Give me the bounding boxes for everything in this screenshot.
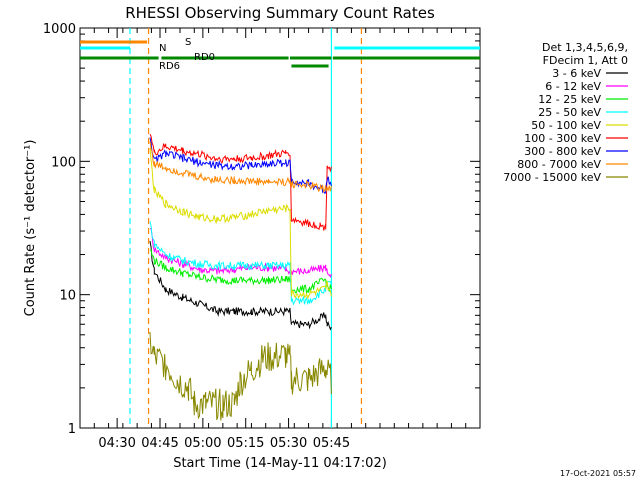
plot-frame	[79, 27, 481, 429]
legend-entry-label: 6 - 12 keV	[545, 80, 601, 93]
series-line	[149, 141, 332, 193]
x-axis-label: Start Time (14-May-11 04:17:02)	[173, 456, 387, 471]
x-tick-label: 04:30	[98, 436, 135, 451]
x-tick-label: 05:00	[184, 436, 221, 451]
legend-header-line-1: Det 1,3,4,5,6,9,	[542, 41, 628, 54]
legend-header-line-2: FDecim 1, Att 0	[543, 54, 628, 67]
flag-label: RD6	[159, 61, 180, 72]
x-tick-label: 04:45	[141, 436, 178, 451]
legend-entry-label: 25 - 50 keV	[538, 106, 601, 119]
legend-entry-label: 50 - 100 keV	[531, 119, 601, 132]
plot-area: 1 10 100 1000 04:30 04:45 05:00 05:15 05:30 05:45…	[43, 22, 481, 451]
y-tick-label: 100	[51, 155, 76, 170]
legend-entry-label: 12 - 25 keV	[538, 93, 601, 106]
series-line	[149, 221, 332, 306]
series-line	[149, 240, 332, 331]
y-tick-label: 10	[59, 289, 76, 304]
series-line	[149, 249, 332, 295]
footer-date: 17-Oct-2021 05:57	[560, 469, 636, 478]
series-line	[149, 137, 332, 194]
series-line	[149, 228, 332, 278]
legend-entry-label: 300 - 800 keV	[524, 145, 601, 158]
series-line	[149, 148, 332, 300]
series-line	[149, 133, 332, 231]
flag-label: N	[159, 43, 166, 54]
x-tick-label: 05:45	[313, 436, 350, 451]
flag-label: S	[185, 37, 191, 48]
legend-entry-label: 3 - 6 keV	[552, 67, 601, 80]
y-axis-label: Count Rate (s⁻¹ detector⁻¹)	[23, 140, 38, 317]
legend-entry-label: 7000 - 15000 keV	[503, 171, 601, 184]
legend-entry-label: 100 - 300 keV	[524, 132, 601, 145]
x-tick-label: 05:30	[270, 436, 307, 451]
flag-label: RD0	[194, 52, 215, 63]
y-tick-label: 1000	[43, 22, 76, 37]
chart-title: RHESSI Observing Summary Count Rates	[125, 4, 435, 22]
y-tick-label: 1	[68, 422, 76, 437]
legend: Det 1,3,4,5,6,9, FDecim 1, Att 0 3 - 6 k…	[503, 41, 628, 184]
series-line	[149, 331, 332, 421]
legend-entry-label: 800 - 7000 keV	[517, 158, 601, 171]
x-tick-label: 05:15	[227, 436, 264, 451]
